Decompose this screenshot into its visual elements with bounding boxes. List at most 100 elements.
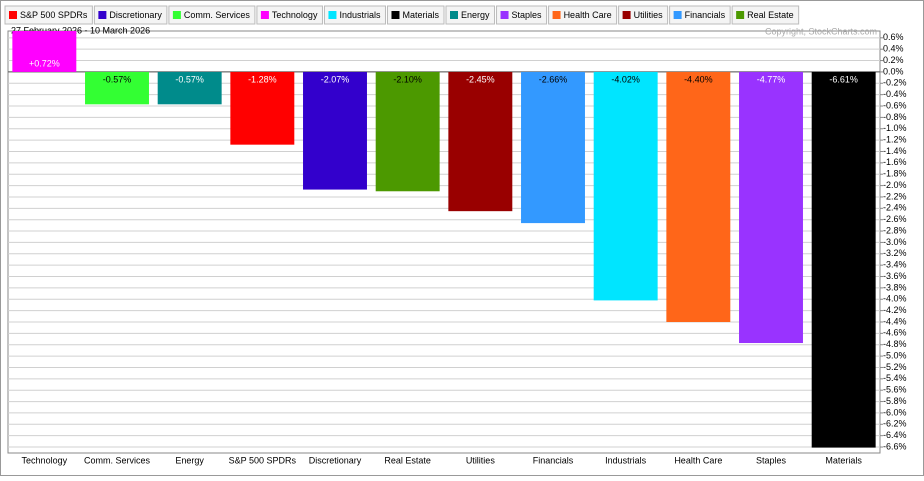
y-tick-label: -2.0%: [883, 180, 907, 190]
y-tick-label: -0.2%: [883, 78, 907, 88]
y-tick-label: -3.8%: [883, 282, 907, 292]
y-tick-label: -0.8%: [883, 112, 907, 122]
y-tick-label: -2.2%: [883, 191, 907, 201]
y-tick-label: -1.4%: [883, 146, 907, 156]
legend-item: Technology: [256, 5, 323, 25]
y-tick-label: -2.6%: [883, 214, 907, 224]
legend-box: [386, 5, 445, 25]
bar: [230, 71, 295, 145]
legend-box: [323, 5, 386, 25]
y-tick-label: -6.0%: [883, 407, 907, 417]
legend-item: Health Care: [548, 5, 618, 25]
y-tick-label: -1.6%: [883, 157, 907, 167]
y-tick-label: -4.8%: [883, 339, 907, 349]
x-tick-label: Health Care: [674, 455, 722, 465]
value-label: -2.07%: [321, 74, 350, 84]
legend-swatch: [9, 11, 17, 19]
legend-item: Staples: [496, 5, 548, 25]
y-tick-label: -5.6%: [883, 385, 907, 395]
y-tick-label: -4.6%: [883, 328, 907, 338]
legend-swatch: [391, 11, 400, 19]
y-tick-label: -6.4%: [883, 430, 907, 440]
legend-swatch: [673, 11, 682, 19]
y-tick-label: -1.8%: [883, 169, 907, 179]
legend-swatch: [500, 11, 509, 19]
legend-item: Materials: [386, 5, 445, 25]
value-label: +0.72%: [29, 58, 60, 68]
legend-label: Discretionary: [109, 10, 162, 20]
legend-box: [496, 5, 548, 25]
legend-label: Materials: [402, 10, 439, 20]
legend-box: [4, 5, 93, 25]
legend-label: Comm. Services: [184, 10, 251, 20]
y-tick-label: -3.2%: [883, 248, 907, 258]
x-tick-label: Industrials: [605, 455, 647, 465]
legend-box: [669, 5, 731, 25]
x-tick-label: Energy: [175, 455, 204, 465]
value-label: -2.10%: [393, 74, 422, 84]
x-tick-label: Financials: [533, 455, 574, 465]
legend-swatch: [552, 11, 561, 19]
bar: [521, 71, 585, 224]
legend-swatch: [328, 11, 337, 19]
legend-label: Financials: [685, 10, 726, 20]
value-label: -4.02%: [611, 74, 640, 84]
legend-item: Discretionary: [93, 5, 168, 25]
legend-swatch: [450, 11, 458, 19]
value-label: -4.77%: [757, 74, 786, 84]
x-tick-label: S&P 500 SPDRs: [229, 455, 297, 465]
legend-swatch: [98, 11, 107, 19]
y-tick-label: -3.6%: [883, 271, 907, 281]
legend-item: Comm. Services: [168, 5, 256, 25]
bar: [303, 71, 367, 190]
y-tick-label: 0.2%: [883, 55, 904, 65]
y-tick-label: -0.6%: [883, 100, 907, 110]
value-label: -4.40%: [684, 74, 713, 84]
legend-item: Financials: [669, 5, 731, 25]
value-label: -6.61%: [829, 74, 858, 84]
legend-swatch: [622, 11, 631, 19]
y-tick-label: -4.0%: [883, 294, 907, 304]
legend-box: [731, 5, 800, 25]
y-tick-label: -4.2%: [883, 305, 907, 315]
y-tick-label: -5.0%: [883, 350, 907, 360]
legend-swatch: [172, 11, 181, 19]
legend-box: [168, 5, 256, 25]
legend-item: S&P 500 SPDRs: [4, 5, 93, 25]
y-tick-label: -1.0%: [883, 123, 907, 133]
legend-label: Staples: [512, 10, 543, 20]
date-range: 27 February 2026 - 10 March 2026: [11, 25, 150, 35]
legend-label: Energy: [461, 10, 490, 20]
legend-label: Health Care: [564, 10, 612, 20]
x-tick-label: Technology: [22, 455, 68, 465]
value-label: -0.57%: [175, 74, 204, 84]
x-tick-label: Real Estate: [384, 455, 431, 465]
value-label: -1.28%: [248, 74, 277, 84]
y-tick-label: -6.6%: [883, 441, 907, 451]
y-tick-label: -5.4%: [883, 373, 907, 383]
legend-item: Real Estate: [731, 5, 800, 25]
legend-item: Energy: [445, 5, 496, 25]
legend-label: Technology: [272, 10, 318, 20]
bar: [85, 71, 149, 105]
bar: [375, 71, 440, 192]
y-tick-label: -2.4%: [883, 203, 907, 213]
legend-label: Utilities: [634, 10, 664, 20]
value-label: -2.45%: [466, 74, 495, 84]
bar: [448, 71, 513, 212]
legend-swatch: [260, 11, 269, 19]
bar: [12, 31, 77, 72]
y-tick-label: -6.2%: [883, 419, 907, 429]
legend-box: [256, 5, 323, 25]
bar: [157, 71, 222, 105]
bar: [666, 71, 731, 322]
y-tick-label: 0.0%: [883, 66, 904, 76]
bar: [593, 71, 658, 301]
legend-swatch: [736, 11, 745, 19]
bar: [739, 71, 803, 344]
y-tick-label: -0.4%: [883, 89, 907, 99]
value-label: -0.57%: [103, 74, 132, 84]
legend-label: Real Estate: [747, 10, 794, 20]
